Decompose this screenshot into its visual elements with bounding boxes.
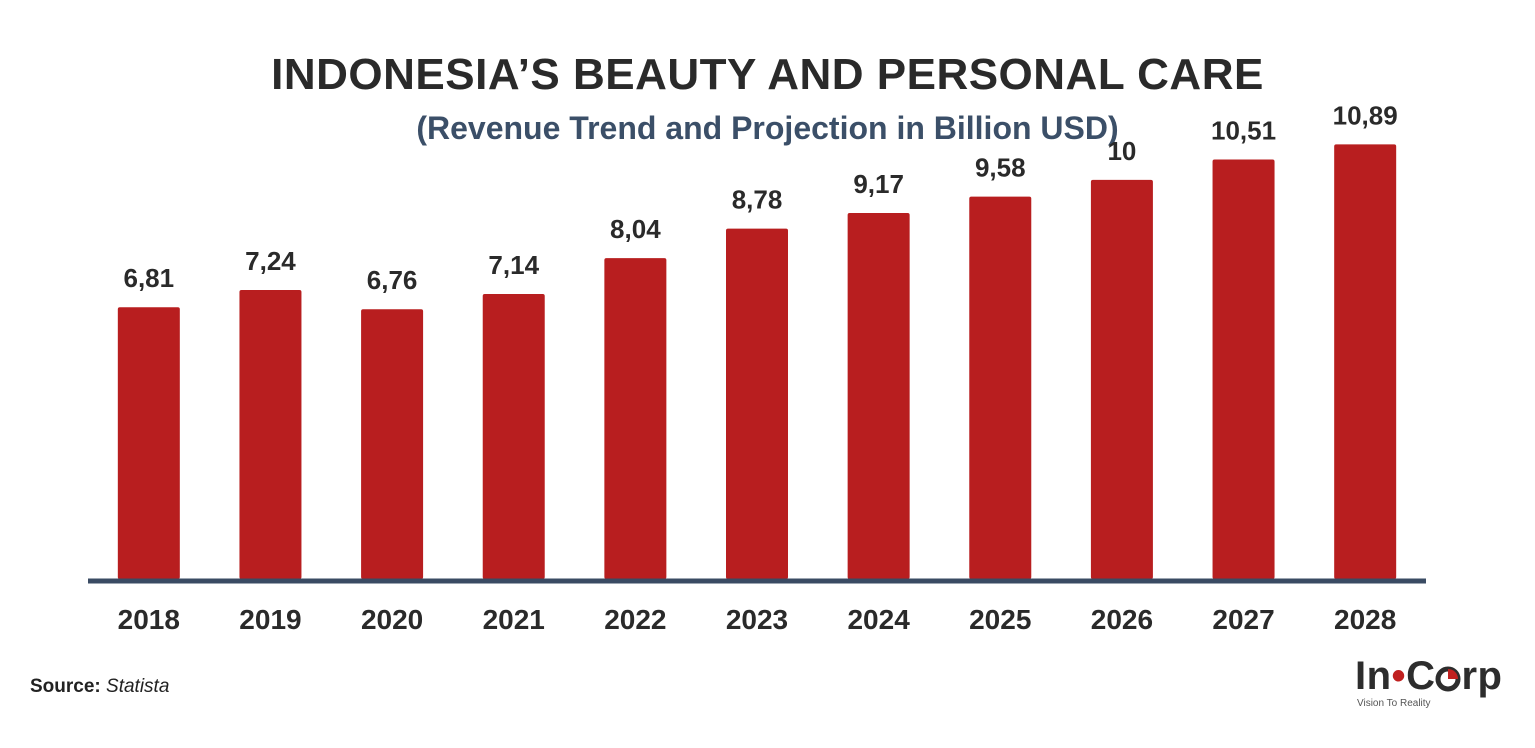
bar-2021 (482, 294, 545, 579)
bar-2026 (1090, 179, 1153, 579)
value-label-2028: 10,89 (1333, 100, 1398, 130)
logo-dot: • (1391, 654, 1407, 698)
x-tick-2026: 2026 (1091, 604, 1153, 635)
value-label-2021: 7,14 (488, 250, 539, 280)
x-tick-2028: 2028 (1334, 604, 1396, 635)
value-label-2018: 6,81 (124, 263, 175, 293)
bars-group (117, 144, 1397, 580)
bar-2023 (726, 228, 788, 579)
x-tick-2022: 2022 (604, 604, 666, 635)
bar-2019 (239, 290, 302, 579)
value-label-2022: 8,04 (610, 214, 661, 244)
x-tick-2018: 2018 (118, 604, 180, 635)
source-note: Source: Statista (30, 676, 169, 698)
bar-2028 (1334, 144, 1397, 579)
bar-2025 (969, 196, 1032, 580)
source-label: Source: (30, 676, 101, 697)
value-label-2024: 9,17 (853, 169, 904, 199)
x-tick-2027: 2027 (1212, 604, 1274, 635)
x-tick-2021: 2021 (483, 604, 545, 635)
logo-tagline: Vision To Reality (1357, 698, 1431, 709)
value-labels-group: 6,81 7,24 6,76 7,14 8,04 8,78 9,17 9,58 10 10,51 1… (124, 100, 1398, 295)
x-tick-2020: 2020 (361, 604, 423, 635)
logo-wordmark: In•C rp (1355, 656, 1505, 696)
logo-text-left: In (1355, 654, 1392, 698)
bar-2018 (117, 307, 180, 579)
value-label-2027: 10,51 (1211, 116, 1276, 146)
bar-2027 (1212, 159, 1275, 579)
chart-subtitle: (Revenue Trend and Projection in Billion… (416, 110, 1119, 146)
bar-2022 (604, 258, 667, 579)
x-tick-2025: 2025 (969, 604, 1031, 635)
x-tick-2024: 2024 (847, 604, 910, 635)
logo-text-right: rp (1461, 654, 1503, 698)
bar-chart: 6,81 7,24 6,76 7,14 8,04 8,78 9,17 9,58 10 10,51 1… (88, 100, 1426, 635)
chart-title: INDONESIA’S BEAUTY AND PERSONAL CARE (271, 50, 1264, 99)
source-value: Statista (106, 676, 170, 697)
bar-2024 (847, 213, 910, 579)
x-tick-2019: 2019 (239, 604, 301, 635)
logo-globe-icon (1435, 656, 1461, 696)
bar-2020 (361, 309, 424, 579)
value-label-2019: 7,24 (245, 246, 296, 276)
value-label-2025: 9,58 (975, 153, 1026, 183)
logo-text-c: C (1406, 654, 1436, 698)
x-tick-labels-group: 2018 2019 2020 2021 2022 2023 2024 2025 2026 2027… (118, 604, 1397, 635)
x-tick-2023: 2023 (726, 604, 788, 635)
value-label-2020: 6,76 (367, 265, 418, 295)
value-label-2023: 8,78 (732, 185, 783, 215)
incorp-logo: In•C rp Vision To Reality (1355, 656, 1505, 716)
value-label-2026: 10 (1107, 136, 1136, 166)
